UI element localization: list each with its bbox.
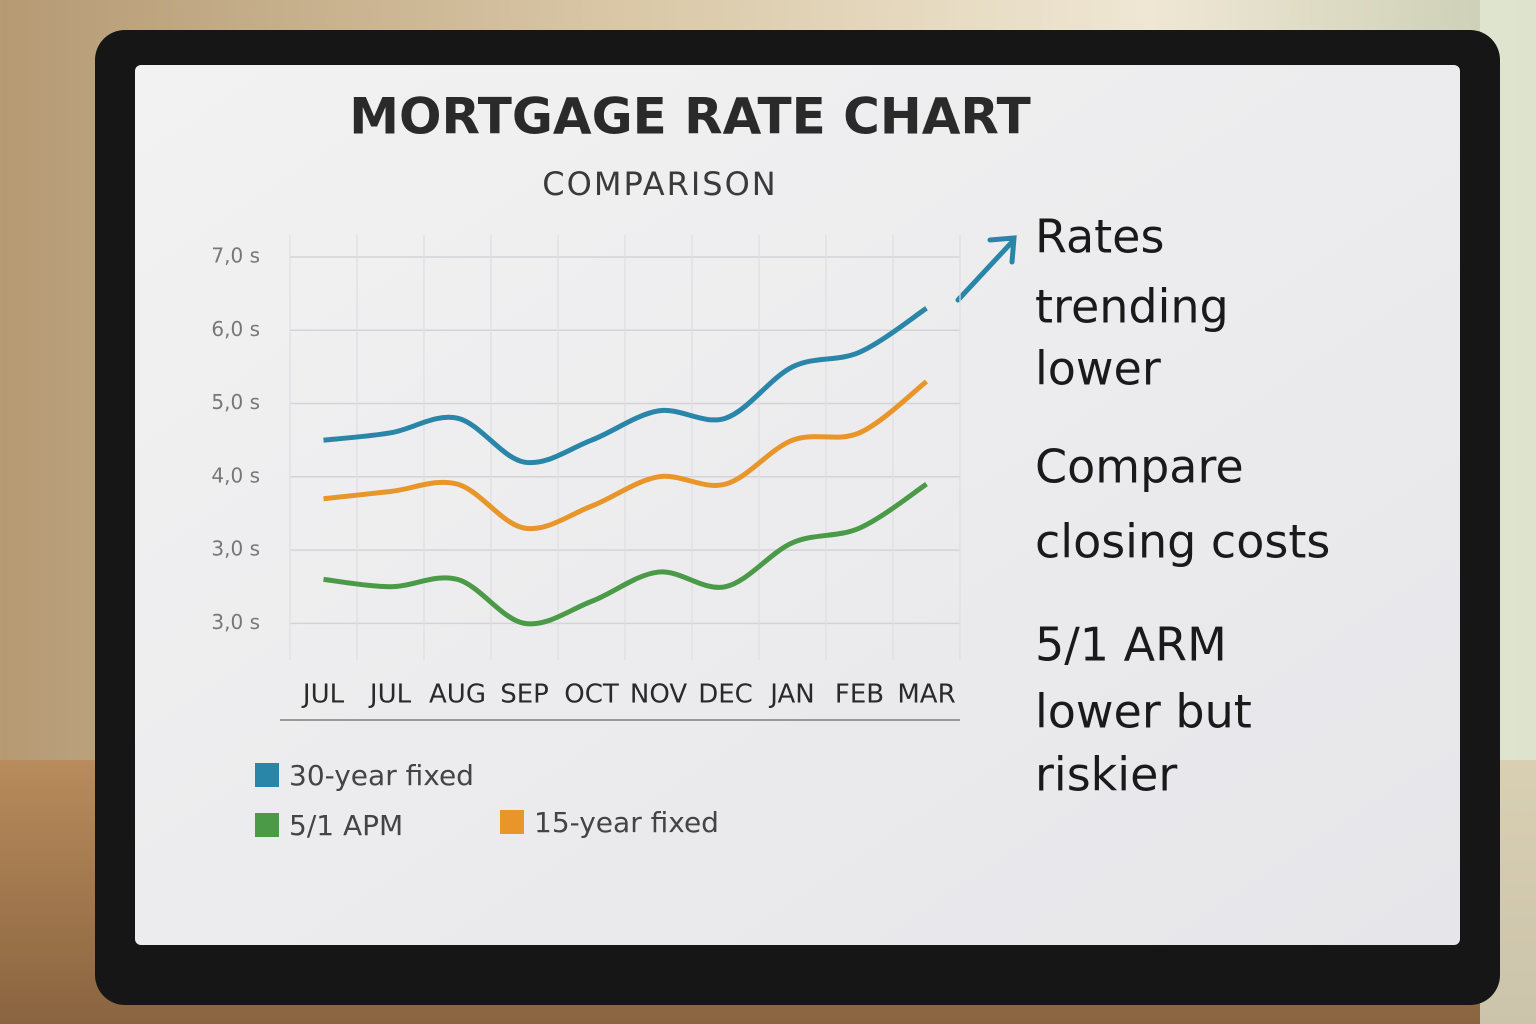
x-tick-label: FEB bbox=[835, 680, 884, 710]
x-tick-label: SEP bbox=[500, 680, 549, 710]
y-tick-label: 7,0 s bbox=[211, 243, 260, 267]
annotation: lower but bbox=[1035, 685, 1252, 739]
chart-subtitle: COMPARISON bbox=[542, 165, 777, 203]
chart-title: MORTGAGE RATE CHART bbox=[349, 88, 1031, 146]
x-tick-label: AUG bbox=[429, 680, 486, 710]
y-tick-label: 4,0 s bbox=[211, 463, 260, 487]
series-line bbox=[323, 482, 928, 627]
screen bbox=[135, 65, 1460, 945]
series-line bbox=[323, 306, 928, 466]
x-tick-label: OCT bbox=[564, 680, 619, 710]
annotation: lower bbox=[1035, 342, 1161, 396]
x-tick-label: DEC bbox=[698, 680, 753, 710]
x-tick-label: JUL bbox=[368, 680, 412, 710]
annotation: trending bbox=[1035, 280, 1229, 334]
legend-swatch bbox=[255, 813, 279, 837]
annotation: riskier bbox=[1035, 748, 1177, 802]
annotation: closing costs bbox=[1035, 515, 1330, 569]
x-tick-label: NOV bbox=[630, 680, 687, 710]
x-tick-label: MAR bbox=[897, 680, 955, 710]
legend-swatch bbox=[500, 810, 524, 834]
legend-swatch bbox=[255, 763, 279, 787]
y-tick-label: 3,0 s bbox=[211, 537, 260, 561]
chart: MORTGAGE RATE CHART COMPARISON 7,0 s 6,0 … bbox=[211, 88, 1330, 843]
legend-label: 5/1 APM bbox=[289, 809, 403, 842]
y-tick-label: 6,0 s bbox=[211, 317, 260, 341]
series-line bbox=[323, 379, 929, 532]
legend-label: 15-year fixed bbox=[534, 806, 719, 839]
x-tick-label: JUL bbox=[301, 680, 345, 710]
annotation: 5/1 ARM bbox=[1035, 618, 1227, 672]
y-tick-label: 3,0 s bbox=[211, 610, 260, 634]
y-tick-label: 5,0 s bbox=[211, 390, 260, 414]
x-tick-label: JAN bbox=[768, 680, 814, 710]
trend-arrow bbox=[955, 235, 1017, 303]
annotation: Compare bbox=[1035, 440, 1244, 494]
legend-label: 30-year fixed bbox=[289, 759, 474, 792]
annotation: Rates bbox=[1035, 210, 1164, 264]
